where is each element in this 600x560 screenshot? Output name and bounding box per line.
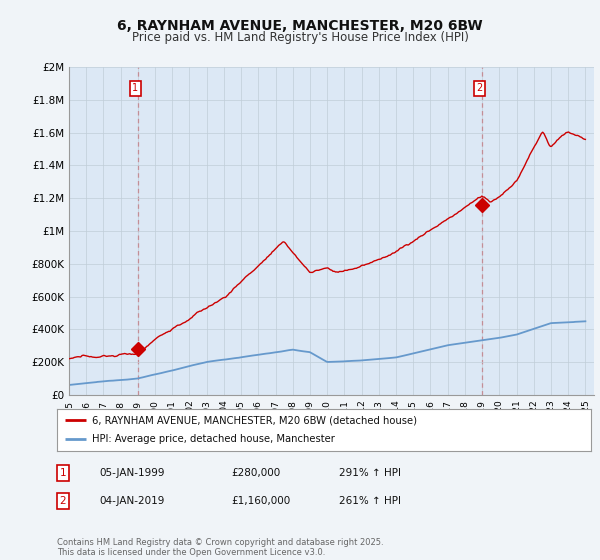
Text: £1,160,000: £1,160,000 bbox=[231, 496, 290, 506]
Text: 04-JAN-2019: 04-JAN-2019 bbox=[99, 496, 164, 506]
Text: 261% ↑ HPI: 261% ↑ HPI bbox=[339, 496, 401, 506]
Text: HPI: Average price, detached house, Manchester: HPI: Average price, detached house, Manc… bbox=[92, 435, 335, 445]
Text: 6, RAYNHAM AVENUE, MANCHESTER, M20 6BW (detached house): 6, RAYNHAM AVENUE, MANCHESTER, M20 6BW (… bbox=[92, 415, 417, 425]
Text: Price paid vs. HM Land Registry's House Price Index (HPI): Price paid vs. HM Land Registry's House … bbox=[131, 31, 469, 44]
Text: 291% ↑ HPI: 291% ↑ HPI bbox=[339, 468, 401, 478]
Text: 2: 2 bbox=[59, 496, 67, 506]
Text: Contains HM Land Registry data © Crown copyright and database right 2025.
This d: Contains HM Land Registry data © Crown c… bbox=[57, 538, 383, 557]
Text: 6, RAYNHAM AVENUE, MANCHESTER, M20 6BW: 6, RAYNHAM AVENUE, MANCHESTER, M20 6BW bbox=[117, 19, 483, 33]
Text: 1: 1 bbox=[59, 468, 67, 478]
Text: £280,000: £280,000 bbox=[231, 468, 280, 478]
Text: 2: 2 bbox=[476, 83, 483, 94]
Text: 05-JAN-1999: 05-JAN-1999 bbox=[99, 468, 164, 478]
Text: 1: 1 bbox=[133, 83, 139, 94]
